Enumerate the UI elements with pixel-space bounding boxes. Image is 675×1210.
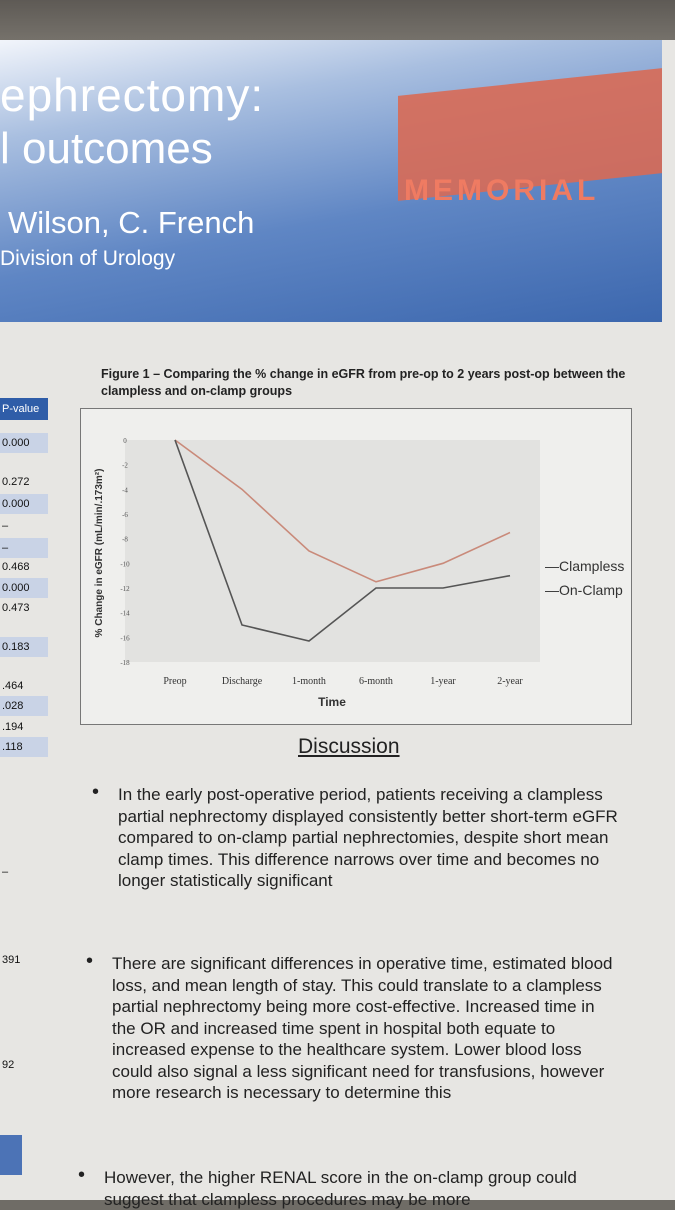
y-tick-label: -8	[122, 536, 128, 544]
x-tick-label: 2-year	[497, 676, 523, 687]
x-tick-label: 1-year	[430, 676, 456, 687]
discussion-bullet: • In the early post-operative period, pa…	[92, 781, 618, 892]
poster-division: Division of Urology	[0, 247, 176, 270]
pvalue-cell: –	[2, 520, 9, 532]
pvalue-cell: 0.000	[0, 433, 48, 453]
pvalue-cell: 0.468	[2, 561, 30, 573]
bullet-dot: •	[78, 1164, 86, 1186]
pvalue-cell: 391	[2, 954, 21, 966]
y-tick-label: -18	[120, 659, 130, 667]
pvalue-header: P-value	[0, 398, 48, 420]
bullet-dot: •	[92, 781, 100, 803]
bullet-text: In the early post-operative period, pati…	[118, 785, 618, 890]
bullet-text: There are significant differences in ope…	[112, 954, 613, 1102]
poster-title-line2: l outcomes	[0, 124, 213, 173]
bullet-dot: •	[86, 950, 94, 972]
discussion-title: Discussion	[298, 735, 400, 758]
memorial-logo: MEMORIAL	[404, 174, 600, 207]
legend-label-clampless: —Clampless	[545, 558, 624, 574]
y-tick-label: -10	[120, 560, 130, 568]
egfr-line-chart: 0 -2 -4 -6 -8 -10 -12 -14 -16 -18 Preop Discharge 1…	[94, 437, 624, 709]
pvalue-cell: .194	[2, 721, 24, 733]
figure-title: Figure 1 – Comparing the % change in eGF…	[101, 367, 626, 398]
pvalue-cell: 92	[2, 1059, 15, 1071]
pvalue-cell: 0.000	[0, 578, 48, 598]
y-tick-label: -6	[122, 511, 128, 519]
pvalue-cell: .464	[2, 680, 24, 692]
discussion-bullet: • There are significant differences in o…	[86, 950, 617, 1104]
table-shaded-block	[0, 1135, 22, 1175]
poster-title-line1: ephrectomy:	[0, 69, 265, 121]
poster-header: ephrectomy: l outcomes Wilson, C. French…	[0, 40, 662, 322]
bullet-text: However, the higher RENAL score in the o…	[104, 1168, 577, 1209]
series-line-clampless	[174, 439, 511, 583]
pvalue-cell: .118	[0, 737, 48, 757]
y-tick-label: -12	[120, 585, 130, 593]
legend-label-on-clamp: —On-Clamp	[545, 582, 623, 598]
x-tick-label: 1-month	[292, 676, 326, 687]
pvalue-table: P-value 0.000 0.272 0.000 – – 0.468 0.00…	[0, 390, 62, 1200]
pvalue-cell: 0.000	[0, 494, 48, 514]
x-axis-label: Time	[318, 695, 346, 709]
y-tick-label: -16	[120, 634, 130, 642]
y-tick-label: -2	[122, 462, 128, 470]
pvalue-cell: –	[0, 538, 48, 558]
x-tick-label: Discharge	[222, 676, 263, 687]
y-tick-label: -4	[122, 486, 128, 494]
x-tick-label: 6-month	[359, 676, 393, 687]
poster-authors: Wilson, C. French	[8, 205, 255, 240]
y-tick-label: -14	[120, 610, 130, 618]
series-line-on-clamp	[174, 439, 511, 642]
y-tick-label: 0	[123, 437, 127, 445]
pvalue-cell: .028	[0, 696, 48, 716]
pvalue-cell: 0.272	[2, 476, 30, 488]
pvalue-cell: 0.473	[2, 602, 30, 614]
discussion-bullet: • However, the higher RENAL score in the…	[78, 1164, 609, 1210]
y-axis-label: % Change in eGFR (mL/min/.173m²)	[94, 469, 105, 638]
x-tick-label: Preop	[163, 676, 186, 687]
pvalue-cell: 0.183	[0, 637, 48, 657]
pvalue-cell: –	[2, 866, 9, 878]
